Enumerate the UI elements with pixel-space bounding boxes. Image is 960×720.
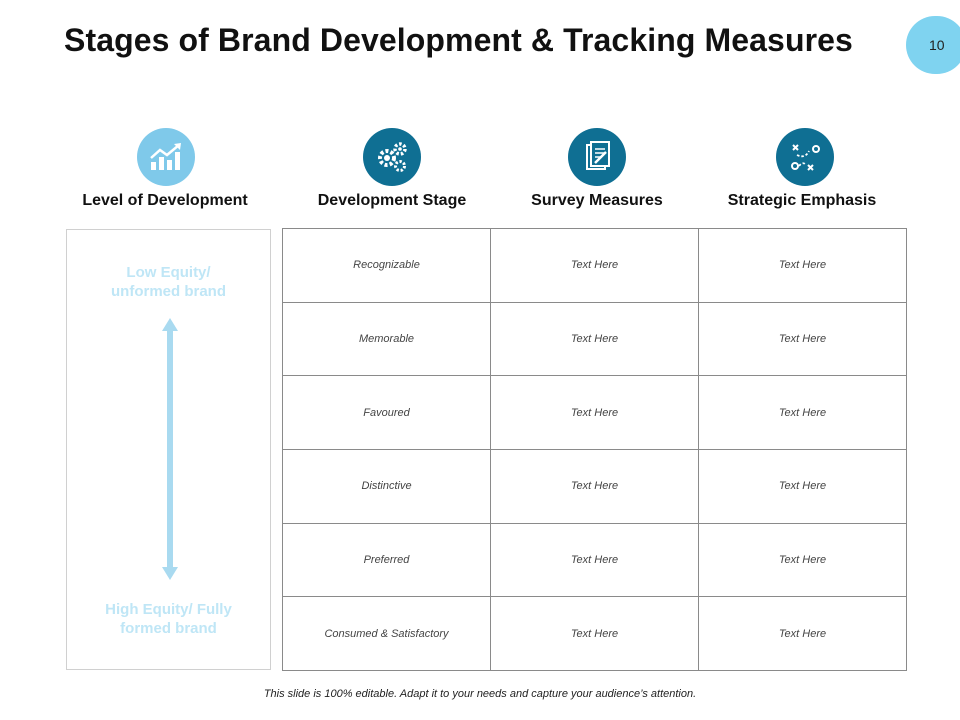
survey-cell: Text Here xyxy=(490,301,699,377)
low-equity-label: Low Equity/ unformed brand xyxy=(111,264,226,300)
table-row: Preferred Text Here Text Here xyxy=(282,522,907,598)
high-equity-label: High Equity/ Fully formed brand xyxy=(105,601,232,637)
slide-footer: This slide is 100% editable. Adapt it to… xyxy=(263,688,697,700)
survey-cell: Text Here xyxy=(490,375,699,450)
document-survey-icon xyxy=(568,128,626,186)
emphasis-cell: Text Here xyxy=(698,228,907,303)
double-arrow-icon xyxy=(162,318,178,580)
column-heading-stage: Development Stage xyxy=(317,192,467,209)
table-row: Consumed & Satisfactory Text Here Text H… xyxy=(282,596,907,671)
column-heading-survey: Survey Measures xyxy=(531,192,663,209)
brand-stage-table: Recognizable Text Here Text Here Memorab… xyxy=(282,228,907,671)
emphasis-cell: Text Here xyxy=(698,448,907,524)
stage-cell: Distinctive xyxy=(282,448,491,524)
stage-cell: Consumed & Satisfactory xyxy=(282,596,491,671)
growth-chart-icon xyxy=(137,128,195,186)
equity-scale-panel: Low Equity/ unformed brand High Equity/ … xyxy=(66,229,271,670)
emphasis-cell: Text Here xyxy=(698,522,907,598)
column-heading-emphasis: Strategic Emphasis xyxy=(727,192,877,209)
gears-icon xyxy=(363,128,421,186)
table-row: Distinctive Text Here Text Here xyxy=(282,448,907,524)
column-heading-level: Level of Development xyxy=(82,192,248,209)
emphasis-cell: Text Here xyxy=(698,301,907,377)
slide-title: Stages of Brand Development & Tracking M… xyxy=(64,22,853,58)
stage-cell: Favoured xyxy=(282,375,491,450)
survey-cell: Text Here xyxy=(490,522,699,598)
strategy-plan-icon xyxy=(776,128,834,186)
stage-cell: Recognizable xyxy=(282,228,491,303)
stage-cell: Preferred xyxy=(282,522,491,598)
table-row: Recognizable Text Here Text Here xyxy=(282,228,907,303)
page-number-badge: 10 xyxy=(906,16,960,74)
emphasis-cell: Text Here xyxy=(698,375,907,450)
stage-cell: Memorable xyxy=(282,301,491,377)
table-row: Memorable Text Here Text Here xyxy=(282,301,907,377)
survey-cell: Text Here xyxy=(490,596,699,671)
survey-cell: Text Here xyxy=(490,228,699,303)
table-row: Favoured Text Here Text Here xyxy=(282,375,907,450)
emphasis-cell: Text Here xyxy=(698,596,907,671)
survey-cell: Text Here xyxy=(490,448,699,524)
